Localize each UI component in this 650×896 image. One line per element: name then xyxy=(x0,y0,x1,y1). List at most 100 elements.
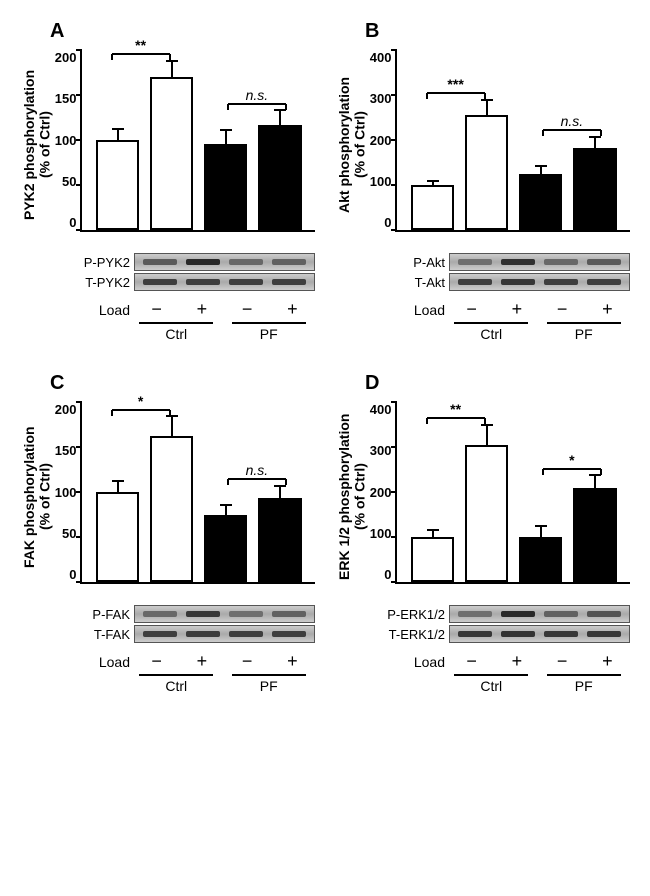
blot-band xyxy=(186,631,220,637)
blot-strip xyxy=(134,605,315,623)
load-sign: − xyxy=(557,299,568,320)
significance-label: ** xyxy=(135,37,146,53)
error-cap xyxy=(535,525,547,527)
bar-2 xyxy=(519,537,562,582)
error-cap xyxy=(112,480,124,482)
group-row: CtrlPF xyxy=(130,322,315,342)
blot-strip xyxy=(449,253,630,271)
error-cap xyxy=(220,504,232,506)
error-cap xyxy=(535,165,547,167)
bar-0 xyxy=(411,185,454,230)
blot-label: T-Akt xyxy=(380,275,449,290)
blot-strip xyxy=(449,625,630,643)
significance-line xyxy=(228,478,286,480)
blot-row: P-Akt xyxy=(380,253,630,271)
error-bar xyxy=(117,481,119,492)
chart-area: ERK 1/2 phosphorylation(% of Ctrl)400300… xyxy=(335,397,630,597)
panel-label: B xyxy=(365,20,630,43)
y-tick-label: 300 xyxy=(370,91,392,106)
y-axis-label: Akt phosphorylation(% of Ctrl) xyxy=(335,45,370,245)
load-row: Load−+−+ xyxy=(380,651,630,672)
load-signs: −+−+ xyxy=(134,651,315,672)
significance-label: n.s. xyxy=(246,462,269,478)
blot-band xyxy=(272,611,306,617)
significance-line xyxy=(112,409,170,411)
y-tick-label: 100 xyxy=(55,133,77,148)
error-cap xyxy=(166,415,178,417)
y-tick-label: 200 xyxy=(55,50,77,65)
blot-band xyxy=(143,259,177,265)
group-ctrl: Ctrl xyxy=(130,322,223,342)
blot-label: T-ERK1/2 xyxy=(380,627,449,642)
blot-band xyxy=(229,279,263,285)
group-ctrl: Ctrl xyxy=(445,322,538,342)
bar-rect xyxy=(411,537,454,582)
error-bar xyxy=(171,61,173,77)
error-bar xyxy=(279,110,281,124)
bar-rect xyxy=(411,185,454,230)
bar-rect xyxy=(573,148,616,230)
bar-2 xyxy=(204,515,247,582)
bar-3 xyxy=(258,125,301,230)
load-sign: − xyxy=(242,299,253,320)
panel-label: D xyxy=(365,372,630,395)
blot-band xyxy=(186,279,220,285)
blot-band xyxy=(587,259,621,265)
blot-row: P-ERK1/2 xyxy=(380,605,630,623)
load-row: Load−+−+ xyxy=(65,651,315,672)
load-signs: −+−+ xyxy=(449,299,630,320)
bar-rect xyxy=(204,515,247,582)
plot-area: *** xyxy=(395,402,630,584)
bar-0 xyxy=(411,537,454,582)
error-cap xyxy=(481,99,493,101)
bar-rect xyxy=(204,144,247,230)
bar-rect xyxy=(96,492,139,582)
group-label: Ctrl xyxy=(480,678,502,694)
group-pf: PF xyxy=(223,674,316,694)
error-cap xyxy=(427,180,439,182)
blot-band xyxy=(229,631,263,637)
error-bar xyxy=(432,530,434,537)
load-sign: − xyxy=(466,299,477,320)
error-bar xyxy=(171,416,173,436)
blot-row: T-FAK xyxy=(65,625,315,643)
bar-1 xyxy=(465,115,508,230)
panel-a: APYK2 phosphorylation(% of Ctrl)20015010… xyxy=(20,20,315,342)
group-ctrl: Ctrl xyxy=(445,674,538,694)
load-label: Load xyxy=(380,654,449,670)
y-tick-label: 400 xyxy=(370,50,392,65)
blot-band xyxy=(544,631,578,637)
group-label: PF xyxy=(575,678,593,694)
error-bar xyxy=(594,137,596,148)
blot-band xyxy=(186,611,220,617)
significance-line xyxy=(427,417,485,419)
panel-d: DERK 1/2 phosphorylation(% of Ctrl)40030… xyxy=(335,372,630,694)
bars-container xyxy=(397,402,630,582)
bar-2 xyxy=(519,174,562,230)
blot-strip xyxy=(134,625,315,643)
bar-1 xyxy=(465,445,508,582)
significance-line xyxy=(543,468,601,470)
blot-label: P-FAK xyxy=(65,607,134,622)
y-tick-label: 0 xyxy=(69,215,76,230)
group-label: Ctrl xyxy=(165,326,187,342)
blot-row: T-Akt xyxy=(380,273,630,291)
western-blots: P-ERK1/2 T-ERK1/2 xyxy=(380,605,630,645)
significance-line xyxy=(112,53,170,55)
blot-band xyxy=(272,279,306,285)
blot-band xyxy=(143,279,177,285)
bar-rect xyxy=(465,445,508,582)
y-tick-label: 0 xyxy=(69,567,76,582)
blot-row: P-PYK2 xyxy=(65,253,315,271)
group-label: Ctrl xyxy=(480,326,502,342)
group-label: Ctrl xyxy=(165,678,187,694)
blot-row: T-ERK1/2 xyxy=(380,625,630,643)
bar-2 xyxy=(204,144,247,230)
load-sign: + xyxy=(287,299,298,320)
blot-band xyxy=(458,631,492,637)
blot-row: T-PYK2 xyxy=(65,273,315,291)
y-tick-label: 300 xyxy=(370,443,392,458)
western-blots: P-PYK2 T-PYK2 xyxy=(65,253,315,293)
bar-rect xyxy=(258,125,301,230)
blot-band xyxy=(229,611,263,617)
